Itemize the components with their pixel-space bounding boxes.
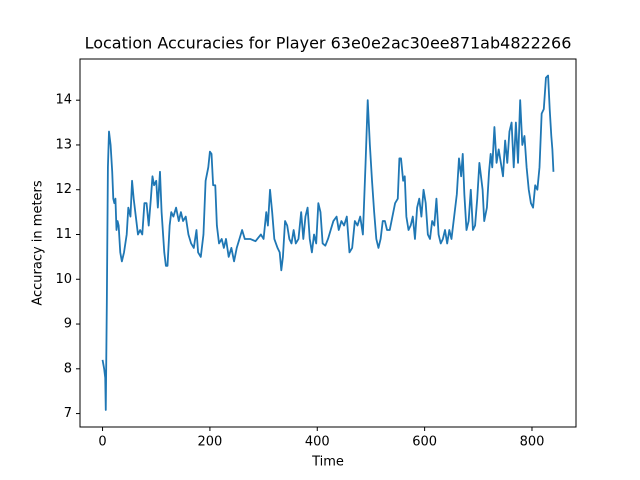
y-tick-label: 14 [55,93,72,108]
x-tick-label: 400 [305,435,330,450]
y-tick-label: 9 [64,317,72,332]
y-tick-label: 8 [64,361,72,376]
x-tick-label: 600 [412,435,437,450]
data-line [101,74,555,411]
chart-title: Location Accuracies for Player 63e0e2ac3… [85,34,572,53]
y-tick-label: 10 [55,272,72,287]
y-tick-label: 13 [55,137,72,152]
y-axis-label: Accuracy in meters [31,180,46,306]
x-tick-label: 200 [197,435,222,450]
y-tick-label: 11 [55,227,72,242]
y-tick-label: 7 [64,406,72,421]
x-axis-label: Time [311,455,344,470]
plot-frame [79,58,577,428]
y-tick-label: 12 [55,182,72,197]
x-tick-label: 0 [98,435,106,450]
x-tick-label: 800 [520,435,545,450]
